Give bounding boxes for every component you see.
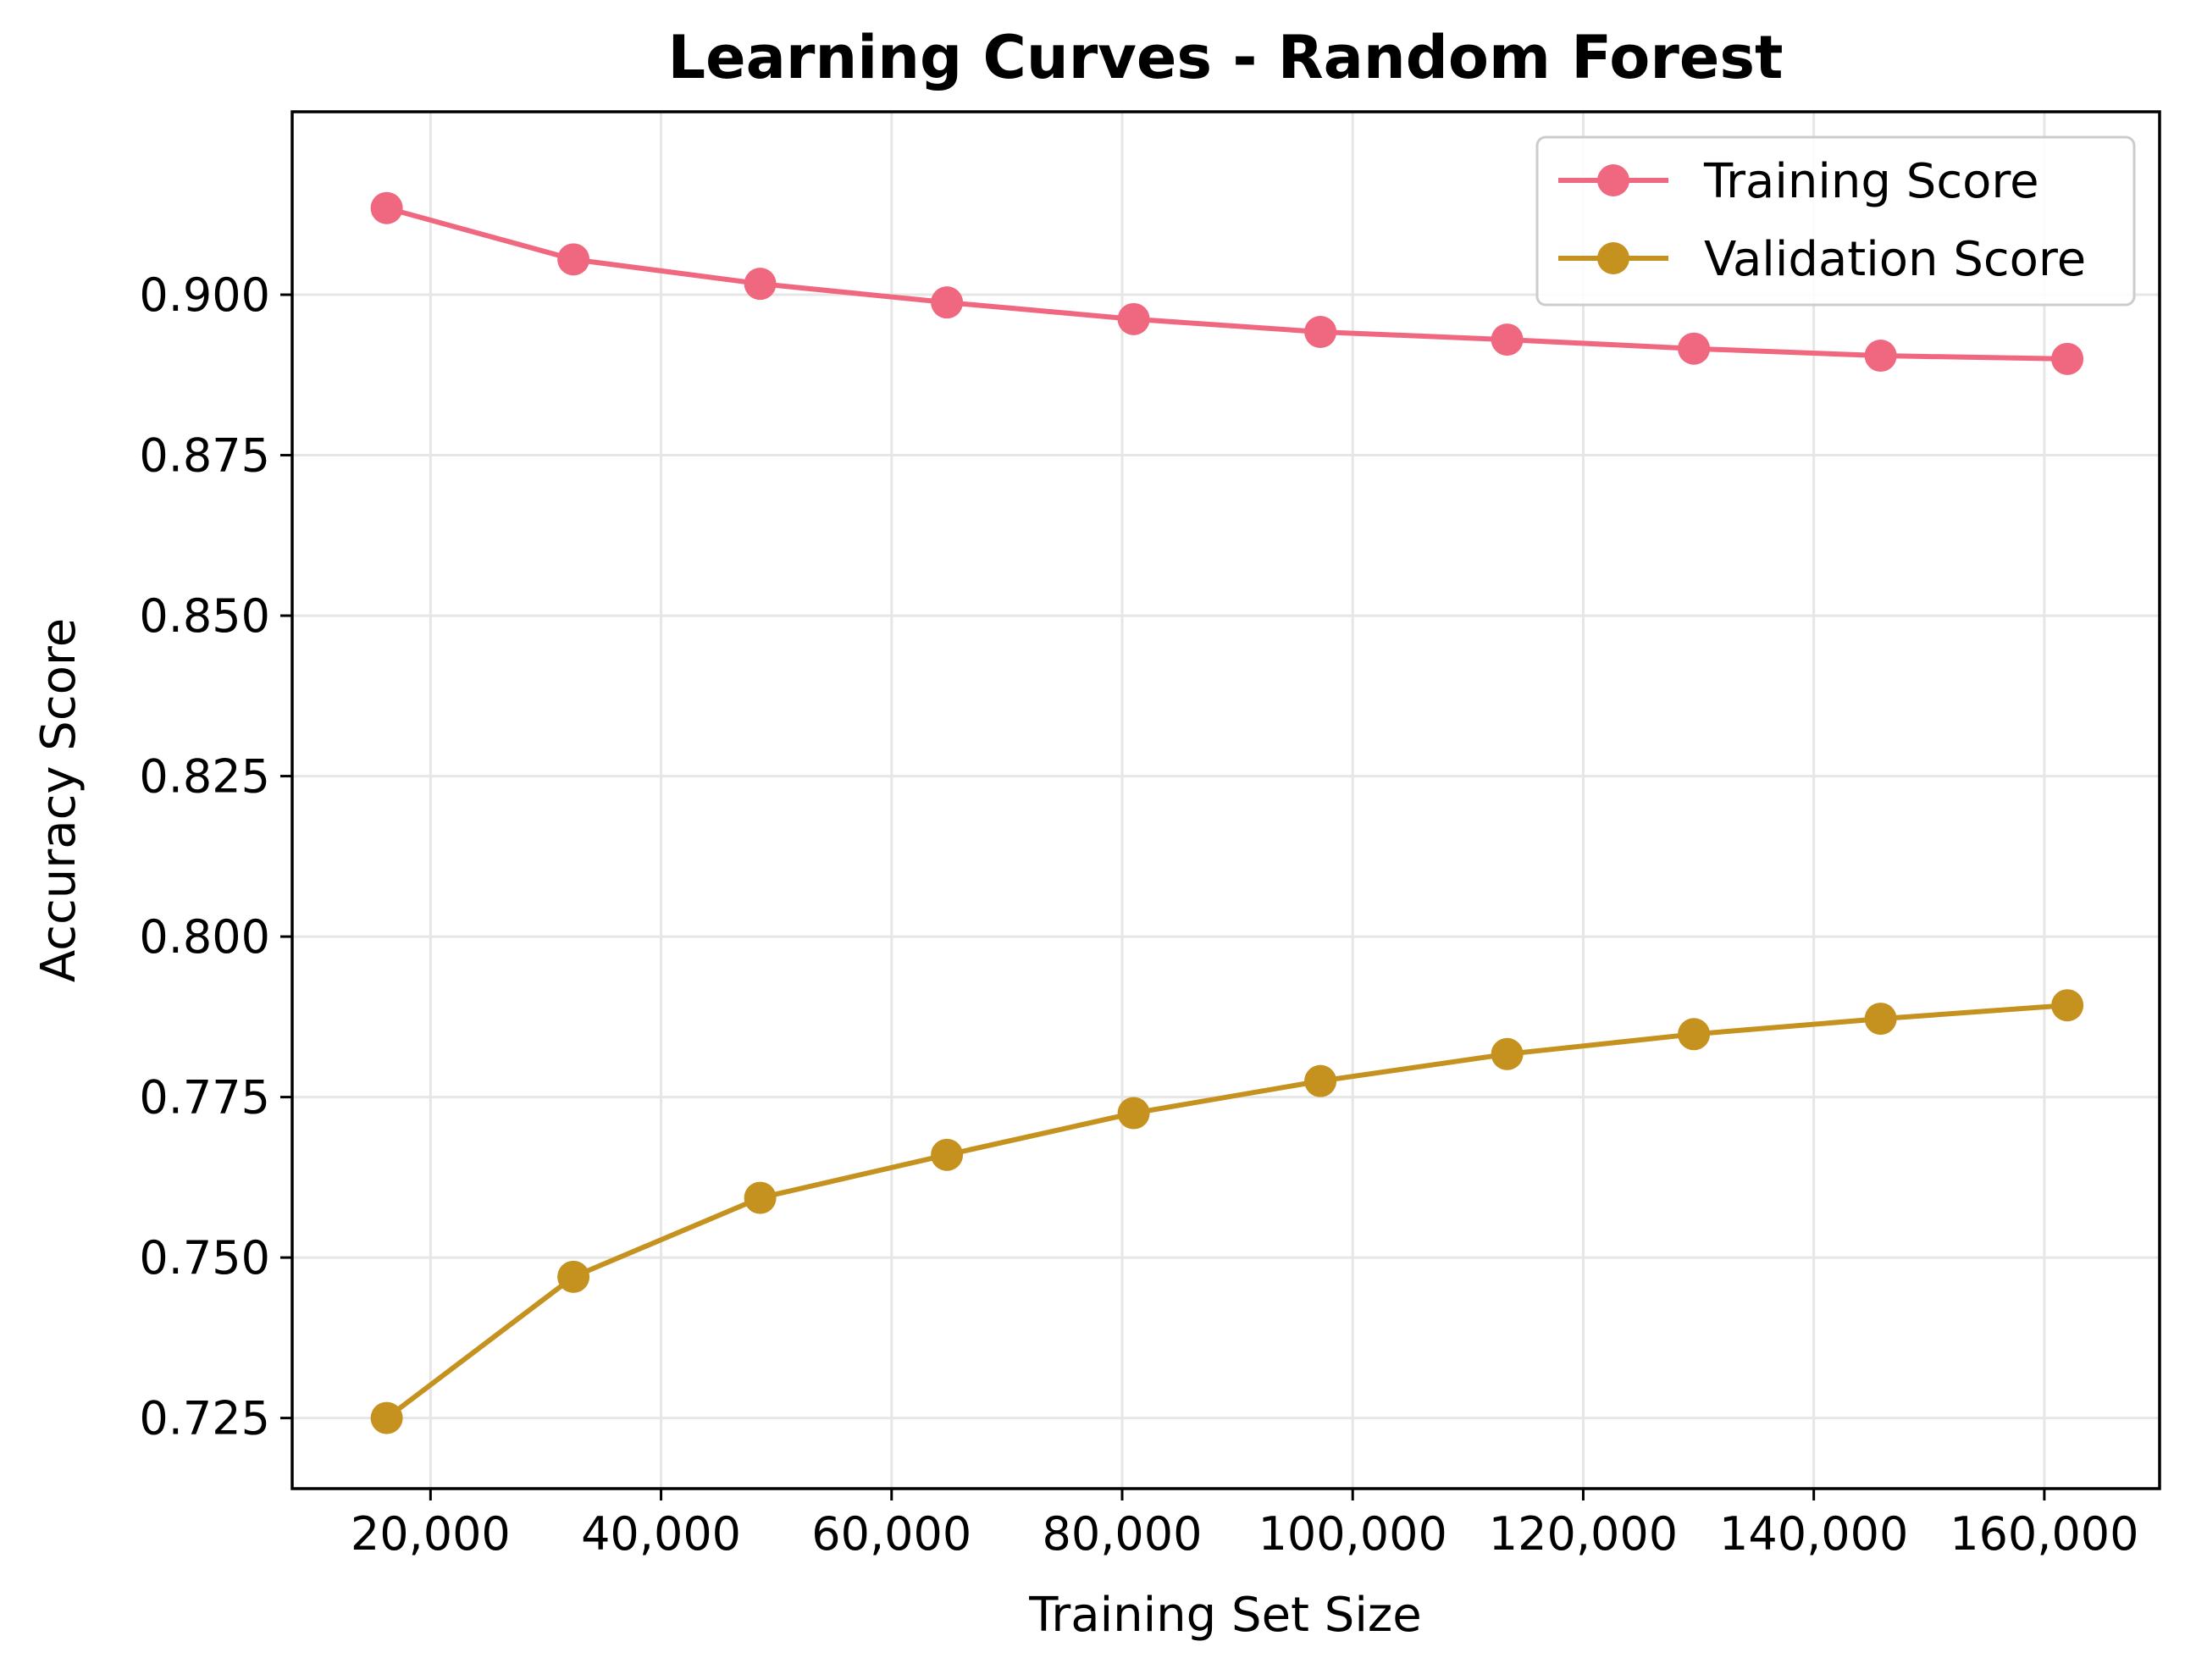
training-score-legend-label: Training Score bbox=[1703, 154, 2039, 209]
validation-score-legend-marker bbox=[1597, 242, 1629, 274]
x-tick-label: 160,000 bbox=[1950, 1507, 2138, 1561]
training-score-point bbox=[1864, 340, 1897, 373]
y-tick-label: 0.850 bbox=[139, 589, 270, 643]
training-score-point bbox=[1678, 332, 1711, 365]
training-score-legend-marker bbox=[1597, 164, 1629, 196]
legend-box bbox=[1535, 135, 2136, 307]
training-score-point bbox=[370, 191, 403, 224]
validation-score-point bbox=[931, 1138, 964, 1171]
validation-score-point bbox=[1491, 1037, 1524, 1070]
x-tick-label: 40,000 bbox=[581, 1507, 741, 1561]
x-tick-label: 120,000 bbox=[1489, 1507, 1678, 1561]
x-tick-label: 60,000 bbox=[811, 1507, 971, 1561]
plot-frame bbox=[290, 110, 2161, 1490]
legend: Training Score Validation Score bbox=[1535, 135, 2136, 307]
training-score-point bbox=[931, 286, 964, 319]
validation-score-point bbox=[370, 1401, 403, 1434]
validation-score-line bbox=[384, 1003, 2068, 1421]
validation-score-point bbox=[1304, 1064, 1337, 1097]
y-tick-label: 0.825 bbox=[139, 750, 270, 804]
validation-score-point bbox=[1117, 1097, 1150, 1130]
series-layer bbox=[370, 191, 2084, 1434]
y-tick-label: 0.750 bbox=[139, 1231, 270, 1285]
axis-ticks: 20,000 40,000 60,000 80,000 100,000 120,000 14… bbox=[139, 268, 2138, 1561]
x-tick-label: 140,000 bbox=[1719, 1507, 1908, 1561]
x-tick-label: 20,000 bbox=[351, 1507, 511, 1561]
training-score-point bbox=[557, 243, 590, 276]
y-tick-label: 0.875 bbox=[139, 429, 270, 483]
y-tick-label: 0.725 bbox=[139, 1392, 270, 1445]
validation-score-point bbox=[1678, 1018, 1711, 1051]
validation-score-legend-label: Validation Score bbox=[1704, 232, 2086, 287]
training-score-point bbox=[1117, 302, 1150, 335]
y-tick-label: 0.900 bbox=[139, 268, 270, 322]
x-axis-label: Training Set Size bbox=[1028, 1588, 1421, 1643]
chart-title: Learning Curves - Random Forest bbox=[668, 23, 1784, 92]
training-score-point bbox=[744, 268, 777, 301]
x-tick-label: 80,000 bbox=[1043, 1507, 1203, 1561]
y-tick-label: 0.775 bbox=[139, 1071, 270, 1125]
training-score-point bbox=[1491, 323, 1524, 356]
validation-score-point bbox=[1864, 1003, 1897, 1036]
training-score-line bbox=[385, 205, 2068, 362]
training-score-point bbox=[2051, 342, 2084, 375]
x-tick-label: 100,000 bbox=[1258, 1507, 1447, 1561]
validation-score-point bbox=[557, 1260, 590, 1293]
validation-score-point bbox=[2051, 989, 2084, 1022]
y-tick-label: 0.800 bbox=[139, 910, 270, 964]
y-axis-label: Accuracy Score bbox=[31, 618, 86, 982]
training-score-point bbox=[1304, 316, 1337, 349]
validation-score-point bbox=[744, 1181, 777, 1214]
